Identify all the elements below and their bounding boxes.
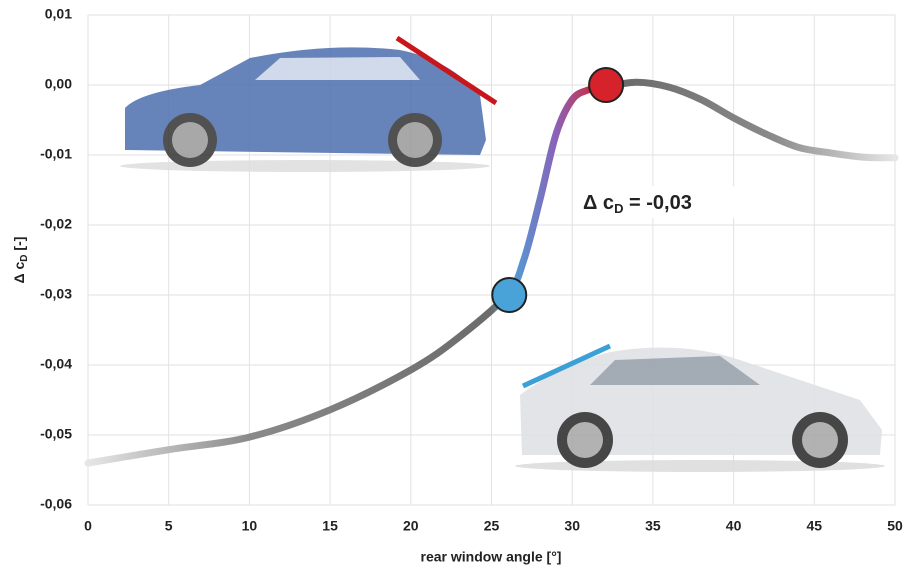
car-sloped	[120, 47, 490, 172]
x-tick-label: 45	[807, 518, 823, 534]
annotation-main: Δ c	[583, 192, 614, 214]
x-tick-label: 50	[887, 518, 903, 534]
x-tick-label: 25	[484, 518, 500, 534]
x-tick-label: 35	[645, 518, 661, 534]
y-tick-label: -0,01	[40, 146, 72, 162]
x-tick-label: 0	[84, 518, 92, 534]
y-tick-label: -0,02	[40, 216, 72, 232]
annotation-sub: D	[614, 201, 623, 216]
annotation: Δ cD = -0,03	[583, 192, 692, 216]
y-label-rest: [-]	[11, 237, 27, 255]
annotation-rest: = -0,03	[623, 192, 691, 214]
x-tick-label: 10	[242, 518, 258, 534]
marker	[589, 68, 623, 102]
x-tick-label: 5	[165, 518, 173, 534]
y-axis-label: Δ cD [-]	[11, 237, 30, 284]
x-tick-label: 20	[403, 518, 419, 534]
x-tick-label: 30	[564, 518, 580, 534]
y-tick-label: 0,00	[45, 76, 72, 92]
y-tick-label: -0,04	[40, 356, 72, 372]
y-tick-label: 0,01	[45, 6, 72, 22]
y-label-main: Δ c	[11, 261, 27, 283]
marker	[492, 278, 526, 312]
y-tick-label: -0,03	[40, 286, 72, 302]
y-tick-label: -0,05	[40, 426, 72, 442]
x-tick-label: 40	[726, 518, 742, 534]
y-tick-label: -0,06	[40, 496, 72, 512]
y-label-sub: D	[19, 254, 30, 261]
x-axis-label: rear window angle [°]	[421, 549, 562, 565]
chart: Δ cD = -0,03 rear window angle [°] Δ cD …	[0, 0, 907, 571]
x-tick-label: 15	[322, 518, 338, 534]
